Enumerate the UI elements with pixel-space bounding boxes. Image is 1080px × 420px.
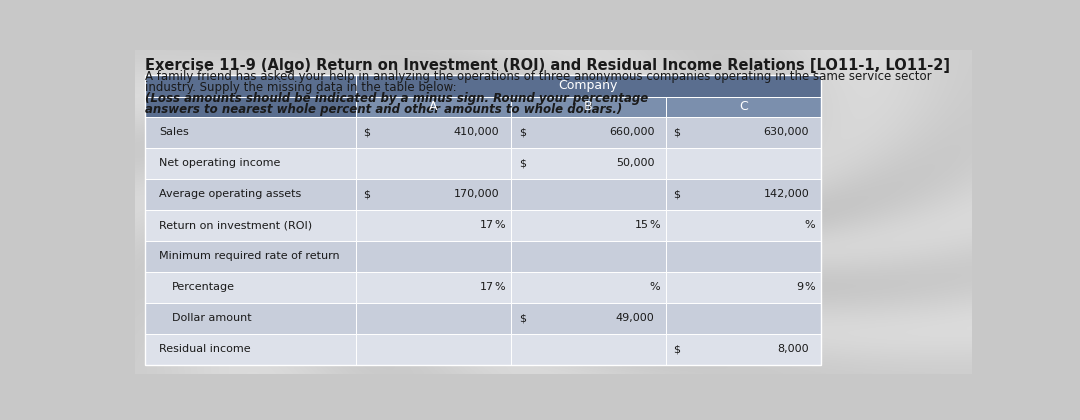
Bar — [145, 117, 356, 147]
Text: Average operating assets: Average operating assets — [159, 189, 301, 199]
Bar — [145, 97, 356, 117]
Text: %: % — [804, 220, 814, 230]
Bar — [145, 272, 356, 302]
Text: 170,000: 170,000 — [454, 189, 499, 199]
Bar — [356, 97, 511, 117]
Text: %: % — [804, 282, 814, 292]
Bar — [356, 210, 511, 241]
Text: C: C — [739, 100, 747, 113]
Text: 8,000: 8,000 — [778, 344, 809, 354]
Text: 142,000: 142,000 — [764, 189, 809, 199]
Text: 9: 9 — [797, 282, 804, 292]
Text: Dollar amount: Dollar amount — [172, 313, 252, 323]
Bar — [356, 333, 511, 365]
Text: $: $ — [674, 127, 680, 137]
Text: %: % — [494, 220, 504, 230]
Bar — [356, 75, 821, 97]
Text: A: A — [429, 100, 437, 113]
Bar — [511, 333, 666, 365]
Text: 17: 17 — [480, 220, 494, 230]
Text: 17: 17 — [480, 282, 494, 292]
Bar — [511, 97, 666, 117]
Text: Company: Company — [558, 79, 618, 92]
Bar — [666, 210, 821, 241]
Bar — [666, 333, 821, 365]
Bar — [511, 178, 666, 210]
Text: $: $ — [364, 189, 370, 199]
Bar — [511, 147, 666, 178]
Text: B: B — [584, 100, 593, 113]
Bar — [666, 97, 821, 117]
Text: %: % — [649, 282, 660, 292]
Bar — [145, 75, 356, 97]
Text: Residual income: Residual income — [159, 344, 251, 354]
Bar — [145, 210, 356, 241]
Text: $: $ — [674, 189, 680, 199]
Bar — [511, 117, 666, 147]
Text: Net operating income: Net operating income — [159, 158, 281, 168]
Bar — [511, 302, 666, 333]
Bar — [356, 241, 511, 272]
Text: (Loss amounts should be indicated by a minus sign. Round your percentage: (Loss amounts should be indicated by a m… — [145, 92, 648, 105]
Text: $: $ — [674, 344, 680, 354]
Text: industry. Supply the missing data in the table below:: industry. Supply the missing data in the… — [145, 81, 460, 94]
Bar — [145, 333, 356, 365]
Text: $: $ — [518, 158, 526, 168]
Text: %: % — [649, 220, 660, 230]
Text: A family friend has asked your help in analyzing the operations of three anonymo: A family friend has asked your help in a… — [145, 70, 932, 83]
Bar — [356, 117, 511, 147]
Text: Percentage: Percentage — [172, 282, 235, 292]
Bar — [356, 147, 511, 178]
Bar — [145, 302, 356, 333]
Bar — [356, 178, 511, 210]
Bar — [145, 241, 356, 272]
Bar — [356, 272, 511, 302]
Bar — [666, 241, 821, 272]
Bar — [145, 147, 356, 178]
Text: $: $ — [518, 127, 526, 137]
Text: Sales: Sales — [159, 127, 189, 137]
Text: answers to nearest whole percent and other amounts to whole dollars.): answers to nearest whole percent and oth… — [145, 103, 622, 116]
Text: Minimum required rate of return: Minimum required rate of return — [159, 251, 339, 261]
Text: 15: 15 — [635, 220, 649, 230]
Bar — [511, 210, 666, 241]
Bar — [666, 272, 821, 302]
Text: 410,000: 410,000 — [454, 127, 499, 137]
Text: Return on investment (ROI): Return on investment (ROI) — [159, 220, 312, 230]
Text: %: % — [494, 282, 504, 292]
Bar — [666, 117, 821, 147]
Text: 50,000: 50,000 — [616, 158, 654, 168]
Bar — [666, 302, 821, 333]
Text: Exercise 11-9 (Algo) Return on Investment (ROI) and Residual Income Relations [L: Exercise 11-9 (Algo) Return on Investmen… — [145, 58, 950, 73]
Bar — [511, 241, 666, 272]
Bar — [145, 75, 821, 365]
Text: $: $ — [518, 313, 526, 323]
Text: 630,000: 630,000 — [764, 127, 809, 137]
Text: 660,000: 660,000 — [609, 127, 654, 137]
Bar — [666, 178, 821, 210]
Bar — [666, 147, 821, 178]
Bar — [356, 302, 511, 333]
Bar — [145, 178, 356, 210]
Text: $: $ — [364, 127, 370, 137]
Bar — [511, 272, 666, 302]
Text: 49,000: 49,000 — [616, 313, 654, 323]
